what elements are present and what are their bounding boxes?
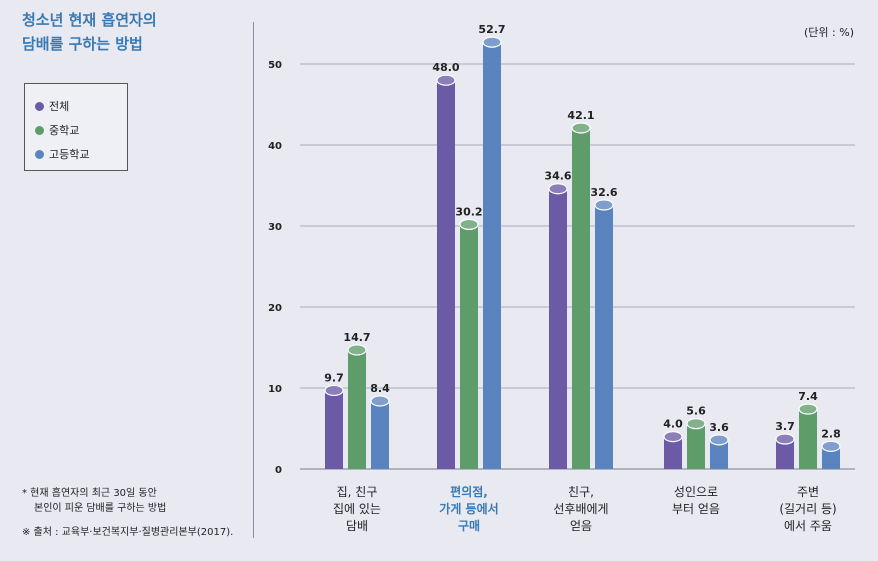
legend-swatch-middle-school [35,125,44,135]
bar-cap-2-2 [594,199,614,211]
legend-label-middle-school: 중학교 [49,124,80,137]
footnote-line-1: * 현재 흡연자의 최근 30일 동안 [22,488,157,499]
category-label-2-2: 얻음 [570,519,592,533]
data-label-1-1: 30.2 [455,205,482,218]
bar-0-2 [549,188,567,470]
footnote: * 현재 흡연자의 최근 30일 동안 본인이 피운 담배를 구하는 방법 ※ … [22,486,233,540]
bar-1-3 [687,423,705,469]
bar-cap-1-3 [686,418,706,430]
legend-label-high-school: 고등학교 [49,148,90,161]
y-tick-label-50: 50 [268,60,282,71]
legend-item-high-school: 고등학교 [35,142,127,166]
category-label-4-2: 에서 주움 [784,519,832,533]
legend-label-total: 전체 [49,100,70,113]
bar-cap-1-2 [571,122,591,134]
category-label-1-1: 가게 등에서 [439,501,498,516]
bar-cap-2-3 [709,434,729,446]
bar-0-4 [776,439,794,469]
data-label-0-0: 9.7 [324,371,344,384]
bar-cap-1-1 [459,218,479,230]
data-label-0-3: 4.0 [663,418,683,431]
bar-1-1 [460,224,478,469]
category-label-4-1: (길거리 등) [779,502,836,516]
category-label-1-0: 편의점, [450,484,488,499]
category-label-2-1: 선후배에게 [553,502,608,516]
bar-1-4 [799,409,817,469]
bar-cap-1-4 [798,403,818,415]
data-label-2-1: 52.7 [478,23,505,36]
legend-item-middle-school: 중학교 [35,118,127,142]
unit-label: (단위 : %) [804,26,854,39]
y-tick-label-10: 10 [268,384,282,395]
chart-title-line-1: 청소년 현재 흡연자의 [22,11,157,29]
bar-2-2 [595,204,613,469]
bar-0-1 [437,80,455,469]
bar-2-1 [483,42,501,469]
data-label-0-1: 48.0 [432,61,459,74]
legend-item-total: 전체 [35,94,127,118]
panel-divider [253,22,254,538]
category-label-0-2: 담배 [346,519,368,533]
bar-cap-2-0 [370,395,390,407]
bar-cap-0-4 [775,433,795,445]
bar-cap-1-0 [347,344,367,356]
data-label-1-4: 7.4 [798,390,818,403]
bar-0-3 [664,436,682,469]
category-label-4-0: 주변 [797,485,819,499]
bar-cap-2-4 [821,440,841,452]
data-label-1-2: 42.1 [567,109,594,122]
data-label-0-2: 34.6 [544,170,571,183]
footnote-line-2: 본인이 피운 담배를 구하는 방법 [34,503,167,514]
bar-2-3 [710,439,728,469]
data-label-2-0: 8.4 [370,382,390,395]
data-label-0-4: 3.7 [775,420,795,433]
legend: 전체 중학교 고등학교 [24,83,128,171]
data-label-2-3: 3.6 [709,421,729,434]
bar-cap-2-1 [482,36,502,48]
bar-1-0 [348,349,366,469]
bar-2-0 [371,400,389,469]
data-label-2-2: 32.6 [590,186,617,199]
category-label-0-1: 집에 있는 [333,502,381,516]
y-tick-label-20: 20 [268,303,282,314]
bar-1-2 [572,127,590,470]
data-label-1-0: 14.7 [343,331,370,344]
category-label-0-0: 집, 친구 [337,485,378,499]
bar-cap-0-1 [436,74,456,86]
data-label-2-4: 2.8 [821,427,841,440]
bar-2-4 [822,446,840,469]
source-note: ※ 출처 : 교육부·보건복지부·질병관리본부(2017). [22,527,234,538]
y-tick-label-40: 40 [268,141,282,152]
category-label-3-0: 성인으로 [674,485,718,499]
category-label-3-1: 부터 얻음 [672,502,720,516]
category-label-1-2: 구매 [458,518,480,533]
chart-title: 청소년 현재 흡연자의 담배를 구하는 방법 [22,8,157,56]
legend-swatch-high-school [35,149,44,159]
category-label-2-0: 친구, [568,485,594,499]
bar-cap-0-3 [663,431,683,443]
bar-cap-0-2 [548,183,568,195]
y-tick-label-30: 30 [268,222,282,233]
legend-swatch-total [35,101,44,111]
bar-0-0 [325,390,343,469]
chart-title-line-2: 담배를 구하는 방법 [22,35,143,53]
data-label-1-3: 5.6 [686,405,706,418]
bar-cap-0-0 [324,384,344,397]
y-tick-label-0: 0 [275,465,282,476]
